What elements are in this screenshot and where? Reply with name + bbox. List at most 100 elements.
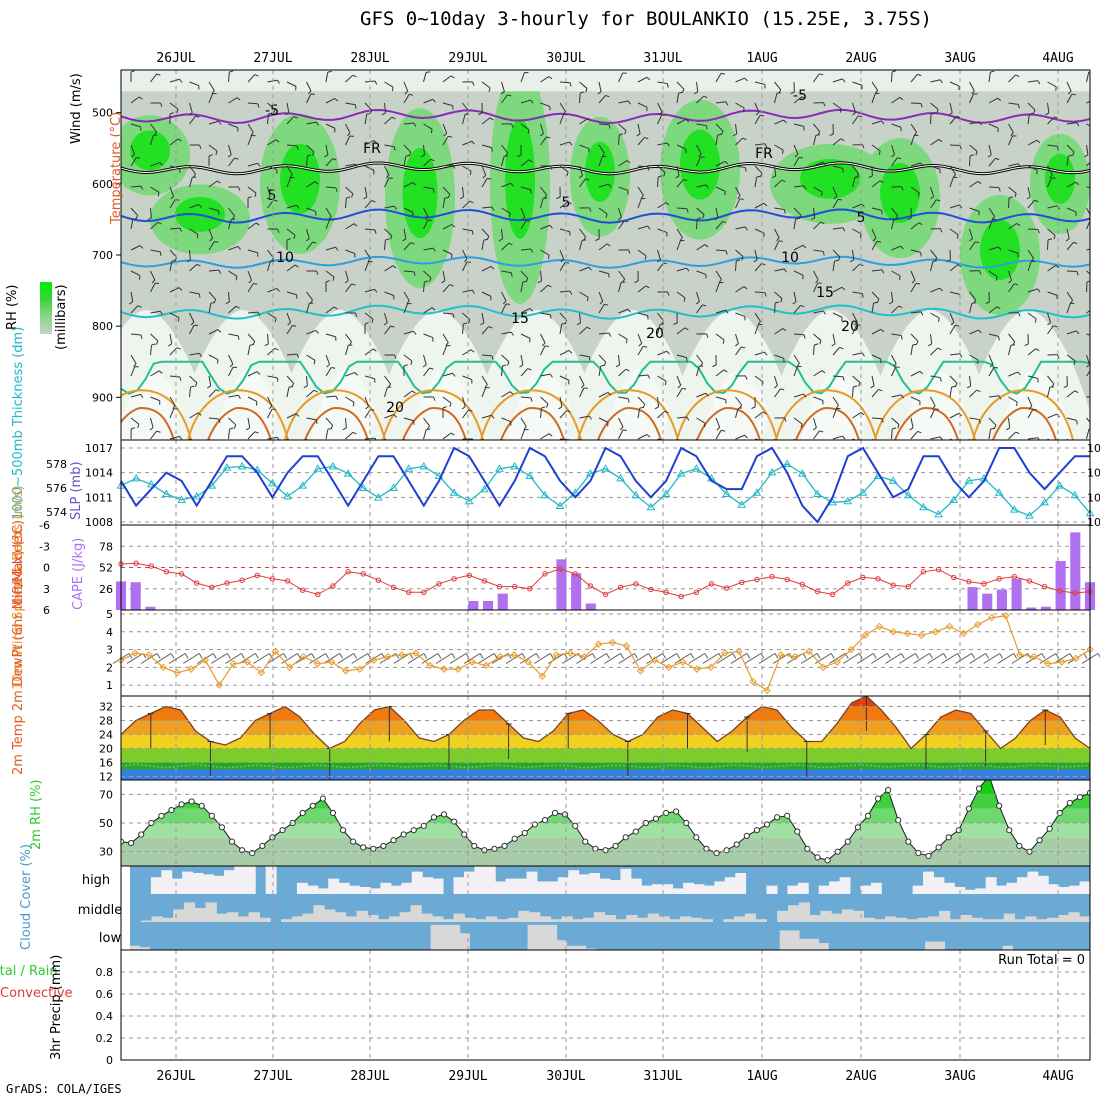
wind-barb-flag bbox=[833, 195, 838, 200]
wind-barb-flag bbox=[762, 411, 767, 415]
wind10m-barb bbox=[955, 653, 972, 664]
wind-barb bbox=[949, 144, 961, 147]
wind-barb bbox=[1027, 409, 1034, 419]
wind-barb-flag bbox=[335, 187, 338, 192]
wind-barb bbox=[598, 291, 604, 302]
cloud-bar-low bbox=[139, 947, 150, 950]
wind-barb bbox=[657, 102, 663, 113]
cloud-bar-middle bbox=[906, 919, 918, 922]
wind-barb bbox=[813, 207, 816, 218]
wind-barb-flag bbox=[724, 160, 729, 165]
lifted-index-point bbox=[663, 589, 669, 595]
wind-barb bbox=[501, 182, 511, 188]
wind-barb-flag bbox=[566, 171, 569, 176]
wind-barb bbox=[228, 71, 230, 83]
wind-barb-flag bbox=[881, 120, 885, 125]
cloud-bar-middle bbox=[345, 916, 358, 922]
wind-barb bbox=[715, 249, 727, 252]
wind-barb bbox=[1047, 291, 1058, 296]
wind-barb bbox=[1008, 102, 1019, 105]
wind-barb bbox=[657, 114, 663, 125]
wind-barb bbox=[657, 350, 667, 356]
wind-barb-flag bbox=[332, 158, 337, 161]
thickness-point bbox=[843, 496, 853, 505]
wind-barb-flag bbox=[393, 414, 397, 418]
wind-barb-flag bbox=[702, 304, 707, 307]
wind-barb-flag bbox=[188, 112, 193, 116]
wind-barb bbox=[325, 333, 336, 338]
wind-barb bbox=[1066, 207, 1077, 213]
wind-barb bbox=[442, 270, 446, 281]
wind10m-point bbox=[271, 647, 280, 656]
wind-barb bbox=[208, 375, 212, 386]
wind-barb bbox=[384, 228, 393, 237]
wind-barb-flag bbox=[581, 384, 585, 389]
wind-barb bbox=[910, 135, 915, 146]
thickness-point bbox=[162, 489, 171, 497]
wind-barb bbox=[774, 375, 778, 386]
cape-bar bbox=[497, 593, 508, 610]
wind-barb-flag bbox=[1028, 405, 1033, 410]
wind-barb-flag bbox=[528, 159, 533, 163]
wind10m-point bbox=[650, 656, 659, 664]
rh-band bbox=[121, 794, 1090, 809]
wind-barb-flag bbox=[586, 297, 589, 302]
cloud-bar-middle bbox=[507, 917, 519, 922]
wind-barb-flag bbox=[1075, 181, 1080, 186]
wind10m-point bbox=[1030, 652, 1038, 661]
rh-point bbox=[1046, 825, 1053, 832]
wind-barb bbox=[988, 123, 999, 129]
date-label-bottom: 30JUL bbox=[546, 1069, 585, 1084]
wind-barb bbox=[1027, 375, 1038, 379]
dry-core bbox=[310, 370, 385, 440]
wind10m-barb bbox=[969, 653, 986, 664]
wind-barb-flag bbox=[677, 384, 682, 389]
wind-barb bbox=[969, 241, 976, 251]
cloud-bar-high bbox=[203, 874, 214, 894]
wind-barb-flag bbox=[803, 185, 807, 190]
wind-barb bbox=[969, 329, 979, 335]
wind-barb bbox=[793, 96, 803, 104]
thickness-point bbox=[555, 501, 565, 509]
wind-barb-flag bbox=[763, 202, 768, 207]
wind-barb bbox=[696, 366, 700, 377]
wind-barb bbox=[754, 228, 765, 234]
wind10m-barb bbox=[899, 653, 916, 664]
wind-barb-flag bbox=[588, 356, 591, 361]
wind-barb bbox=[559, 262, 566, 272]
wind10m-barb-flag bbox=[592, 653, 596, 659]
wind-barb bbox=[540, 136, 547, 146]
cloud-bar-high bbox=[568, 870, 580, 894]
wind-barb bbox=[1066, 303, 1071, 314]
wind-barb bbox=[150, 396, 160, 402]
wind-barb-flag bbox=[432, 188, 435, 193]
cloud-bar-high bbox=[912, 885, 924, 894]
wind10m-barb-flag bbox=[198, 653, 203, 659]
wind-barb-flag bbox=[732, 133, 737, 137]
wind-barb-flag bbox=[139, 245, 144, 249]
rh-point bbox=[350, 838, 357, 845]
cloud-bar-high bbox=[547, 881, 559, 894]
wind-barb bbox=[930, 261, 934, 272]
wind-barb bbox=[598, 123, 610, 126]
lifted-index-point bbox=[784, 576, 790, 583]
date-label-bottom: 2AUG bbox=[845, 1069, 876, 1084]
wind-barb bbox=[1066, 122, 1077, 125]
lifted-index-point bbox=[254, 572, 260, 578]
wind-barb-flag bbox=[334, 98, 339, 102]
cloud-bar-high bbox=[839, 877, 851, 894]
wind-barb bbox=[871, 328, 882, 335]
wind-barb-flag bbox=[236, 97, 241, 101]
wind-barb bbox=[793, 219, 797, 230]
wind-barb-flag bbox=[654, 406, 659, 410]
wind-barb-flag bbox=[839, 346, 844, 350]
wind-barb bbox=[1047, 312, 1052, 323]
wind-barb bbox=[813, 186, 823, 193]
thickness-point bbox=[752, 488, 762, 496]
wind-barb bbox=[735, 333, 739, 344]
wind-barb bbox=[228, 97, 238, 104]
wind-barb bbox=[403, 330, 414, 335]
wind10m-point bbox=[341, 667, 350, 675]
wind-barb-flag bbox=[149, 427, 154, 431]
precip-convective-label: Convective bbox=[0, 986, 73, 1001]
